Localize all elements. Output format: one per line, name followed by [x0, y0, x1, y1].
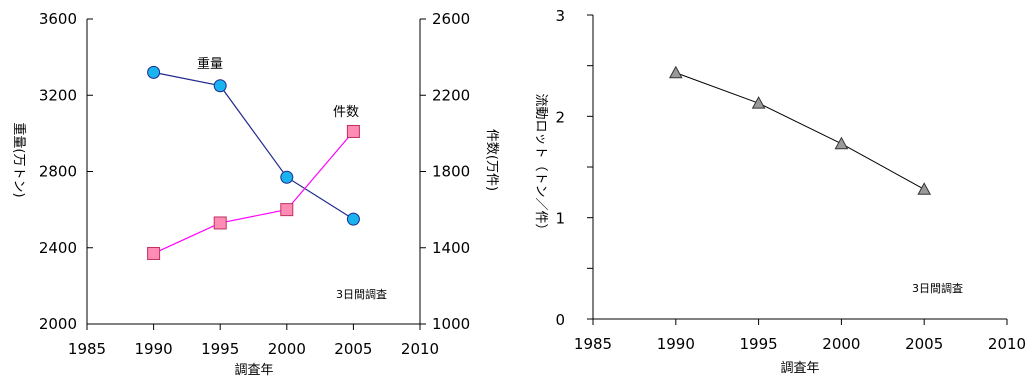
y-tick-label: 3200	[39, 86, 77, 104]
left-chart-x-axis-title: 調査年	[234, 363, 273, 378]
y-tick-label: 2400	[39, 239, 77, 257]
y-tick-label: 3600	[39, 10, 77, 28]
x-tick-label: 2000	[822, 335, 860, 353]
y-tick-label: 2600	[432, 10, 470, 28]
data-point-marker	[834, 136, 849, 150]
x-tick-label: 2005	[905, 335, 943, 353]
x-tick-label: 1985	[574, 335, 612, 353]
left-y-axis	[86, 18, 93, 325]
data-point-marker	[668, 65, 683, 79]
data-point-marker	[213, 79, 227, 93]
data-point-marker	[346, 124, 360, 138]
lot-axis-title: 流動ロット（トン／件）	[533, 93, 548, 236]
series-label-weight: 重量	[197, 56, 223, 72]
data-point-marker	[147, 246, 161, 260]
data-point-marker	[917, 182, 932, 195]
data-point-marker	[280, 203, 294, 217]
y-tick-label: 2000	[39, 315, 77, 333]
y-tick-label: 2200	[432, 86, 470, 104]
x-tick-label: 2000	[268, 340, 306, 358]
x-tick-label: 1995	[740, 335, 778, 353]
y-tick-label: 1400	[432, 239, 470, 257]
x-tick-label: 1990	[135, 340, 173, 358]
y-tick-label: 2800	[39, 163, 77, 181]
y-tick-label: 1800	[432, 163, 470, 181]
lot-series-line	[675, 72, 925, 190]
x-tick-label: 2005	[334, 340, 372, 358]
x-tick-label: 1990	[657, 335, 695, 353]
right-chart-x-axis-title: 調査年	[780, 361, 819, 376]
data-point-marker	[280, 170, 294, 184]
survey-note: 3日間調査	[336, 287, 387, 301]
x-axis	[592, 318, 1008, 325]
y-tick-label: 0	[555, 311, 565, 329]
data-point-marker	[346, 212, 360, 226]
left-chart: 2000 2400 2800 3200 3600 1000 1400 1800 2200 260…	[11, 10, 499, 378]
x-tick-label: 1985	[68, 340, 106, 358]
y-tick-label: 3	[555, 7, 565, 25]
data-point-marker	[751, 96, 766, 109]
x-axis	[86, 323, 421, 330]
x-tick-label: 1995	[201, 340, 239, 358]
right-y-axis-title: 件数(万件)	[484, 129, 499, 191]
x-tick-label: 2010	[401, 340, 439, 358]
y-tick-label: 1000	[432, 315, 470, 333]
x-tick-label: 2010	[988, 335, 1026, 353]
left-y-axis-title: 重量(万トン)	[11, 122, 27, 197]
survey-note: 3日間調査	[912, 281, 963, 295]
data-point-marker	[147, 65, 161, 79]
series-label-count: 件数	[333, 105, 359, 120]
series-line-0	[153, 71, 354, 220]
right-y-axis	[419, 18, 426, 325]
y-axis	[587, 14, 594, 320]
y-tick-label: 1	[555, 210, 565, 228]
y-tick-label: 2	[555, 108, 565, 126]
data-point-marker	[213, 216, 227, 230]
series-line-1	[153, 131, 354, 255]
